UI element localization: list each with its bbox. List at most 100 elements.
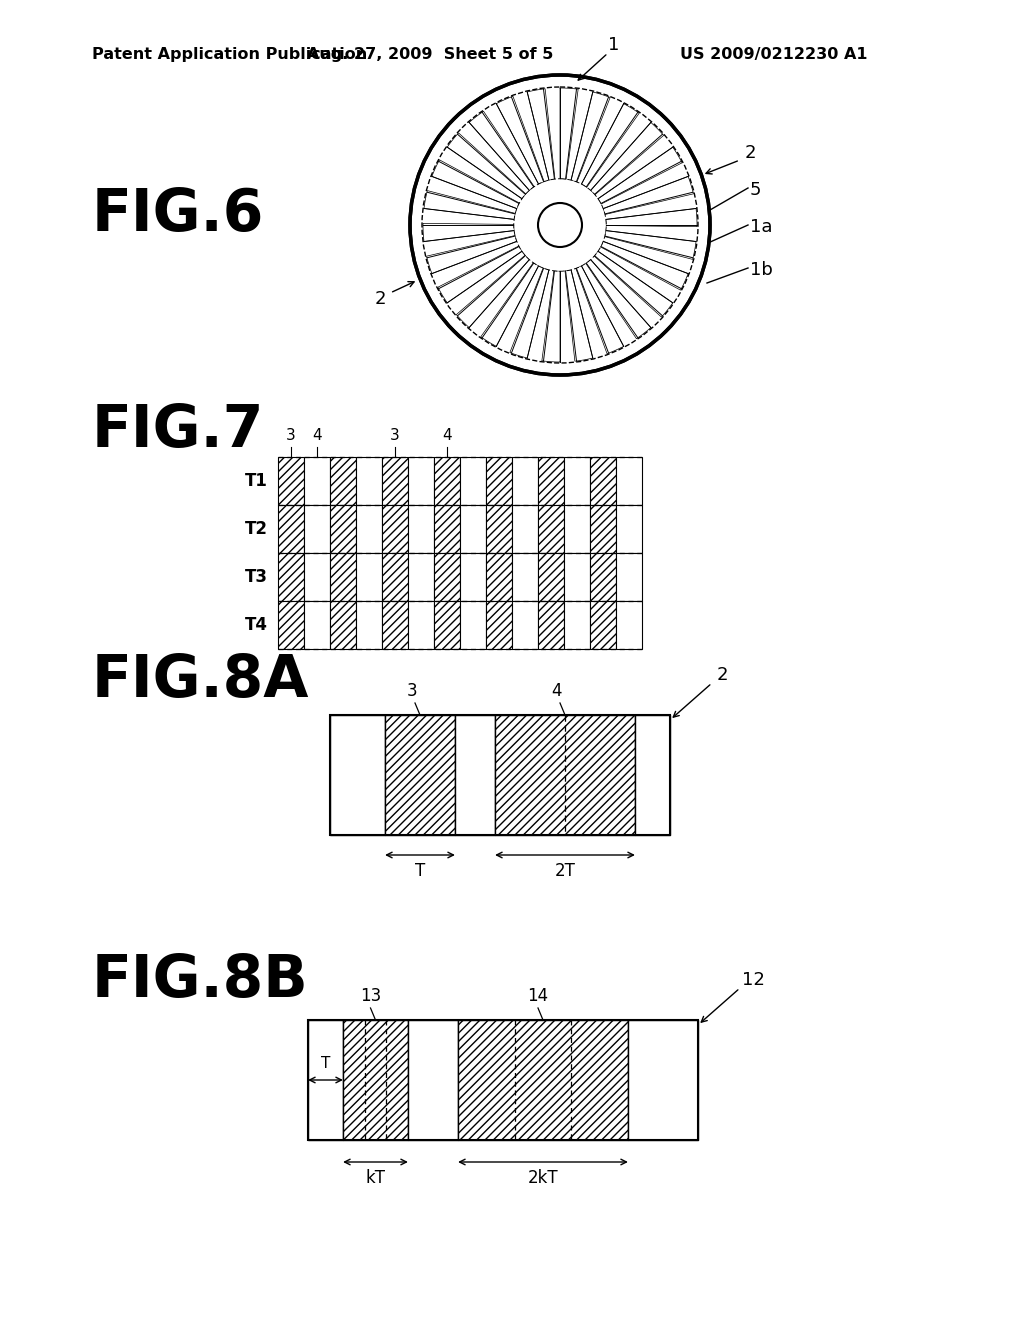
Polygon shape bbox=[542, 271, 560, 362]
Polygon shape bbox=[603, 177, 693, 215]
Text: Patent Application Publication: Patent Application Publication bbox=[92, 48, 368, 62]
Text: US 2009/0212230 A1: US 2009/0212230 A1 bbox=[680, 48, 867, 62]
Bar bbox=[308, 1020, 698, 1140]
Bar bbox=[458, 1020, 628, 1140]
Bar bbox=[330, 715, 385, 836]
Bar bbox=[538, 457, 564, 506]
Polygon shape bbox=[497, 96, 544, 185]
Bar bbox=[495, 715, 635, 836]
Bar bbox=[330, 715, 670, 836]
Text: T2: T2 bbox=[245, 520, 268, 539]
Bar bbox=[382, 601, 408, 649]
Bar bbox=[382, 553, 408, 601]
Text: 3: 3 bbox=[390, 428, 400, 442]
Bar bbox=[564, 553, 590, 601]
Polygon shape bbox=[432, 160, 519, 209]
Bar bbox=[635, 715, 670, 836]
Bar bbox=[278, 457, 304, 506]
Text: 3: 3 bbox=[286, 428, 296, 442]
Bar bbox=[616, 601, 642, 649]
Bar bbox=[278, 601, 304, 649]
Text: FIG.8A: FIG.8A bbox=[92, 652, 309, 709]
Bar bbox=[382, 457, 408, 506]
Polygon shape bbox=[447, 133, 526, 199]
Bar bbox=[455, 715, 495, 836]
Polygon shape bbox=[586, 260, 651, 339]
Bar bbox=[512, 601, 538, 649]
Text: T4: T4 bbox=[245, 616, 268, 634]
Text: 2: 2 bbox=[716, 667, 728, 684]
Polygon shape bbox=[424, 190, 515, 219]
Bar bbox=[486, 553, 512, 601]
Bar bbox=[460, 506, 486, 553]
Bar bbox=[356, 553, 382, 601]
Text: 1: 1 bbox=[608, 36, 620, 54]
Bar bbox=[356, 457, 382, 506]
Text: 5: 5 bbox=[750, 181, 762, 199]
Bar bbox=[343, 1020, 408, 1140]
Bar bbox=[538, 553, 564, 601]
Text: FIG.8B: FIG.8B bbox=[92, 952, 309, 1008]
Bar bbox=[330, 506, 356, 553]
Text: T: T bbox=[321, 1056, 330, 1072]
Polygon shape bbox=[605, 209, 697, 227]
Polygon shape bbox=[604, 231, 696, 260]
Bar bbox=[512, 553, 538, 601]
Bar bbox=[538, 601, 564, 649]
Polygon shape bbox=[575, 265, 624, 354]
Bar bbox=[512, 506, 538, 553]
Circle shape bbox=[411, 77, 709, 374]
Bar bbox=[486, 457, 512, 506]
Text: 2: 2 bbox=[744, 144, 756, 162]
Circle shape bbox=[515, 180, 605, 271]
Bar bbox=[434, 553, 460, 601]
Bar bbox=[434, 506, 460, 553]
Text: 14: 14 bbox=[527, 987, 549, 1005]
Bar bbox=[278, 506, 304, 553]
Text: T3: T3 bbox=[245, 568, 268, 586]
Text: 12: 12 bbox=[741, 972, 765, 989]
Bar bbox=[628, 1020, 698, 1140]
Text: 4: 4 bbox=[442, 428, 452, 442]
Bar bbox=[538, 506, 564, 553]
Bar bbox=[278, 553, 304, 601]
Bar bbox=[330, 601, 356, 649]
Text: 1b: 1b bbox=[750, 261, 773, 279]
Ellipse shape bbox=[538, 203, 582, 247]
Bar bbox=[590, 457, 616, 506]
Polygon shape bbox=[591, 123, 664, 195]
Bar bbox=[408, 457, 434, 506]
Bar bbox=[330, 457, 356, 506]
Bar bbox=[304, 457, 330, 506]
Bar bbox=[486, 601, 512, 649]
Polygon shape bbox=[481, 263, 539, 346]
Bar bbox=[434, 457, 460, 506]
Bar bbox=[460, 601, 486, 649]
Bar bbox=[616, 506, 642, 553]
Text: FIG.6: FIG.6 bbox=[92, 186, 264, 243]
Bar bbox=[564, 601, 590, 649]
Polygon shape bbox=[600, 242, 688, 290]
Bar bbox=[616, 457, 642, 506]
Polygon shape bbox=[510, 268, 549, 358]
Polygon shape bbox=[423, 223, 514, 242]
Bar bbox=[304, 506, 330, 553]
Polygon shape bbox=[469, 111, 535, 190]
Bar bbox=[304, 601, 330, 649]
Text: T: T bbox=[415, 862, 425, 880]
Text: Aug. 27, 2009  Sheet 5 of 5: Aug. 27, 2009 Sheet 5 of 5 bbox=[307, 48, 553, 62]
Text: 13: 13 bbox=[359, 987, 381, 1005]
Bar bbox=[616, 553, 642, 601]
Polygon shape bbox=[427, 235, 517, 273]
Bar bbox=[460, 457, 486, 506]
Text: 2kT: 2kT bbox=[527, 1170, 558, 1187]
Polygon shape bbox=[560, 88, 579, 180]
Polygon shape bbox=[457, 255, 529, 327]
Bar bbox=[356, 506, 382, 553]
Bar bbox=[385, 715, 455, 836]
Text: 4: 4 bbox=[312, 428, 322, 442]
Bar bbox=[308, 1020, 343, 1140]
Polygon shape bbox=[582, 104, 639, 187]
Text: FIG.7: FIG.7 bbox=[92, 401, 264, 458]
Bar bbox=[564, 457, 590, 506]
